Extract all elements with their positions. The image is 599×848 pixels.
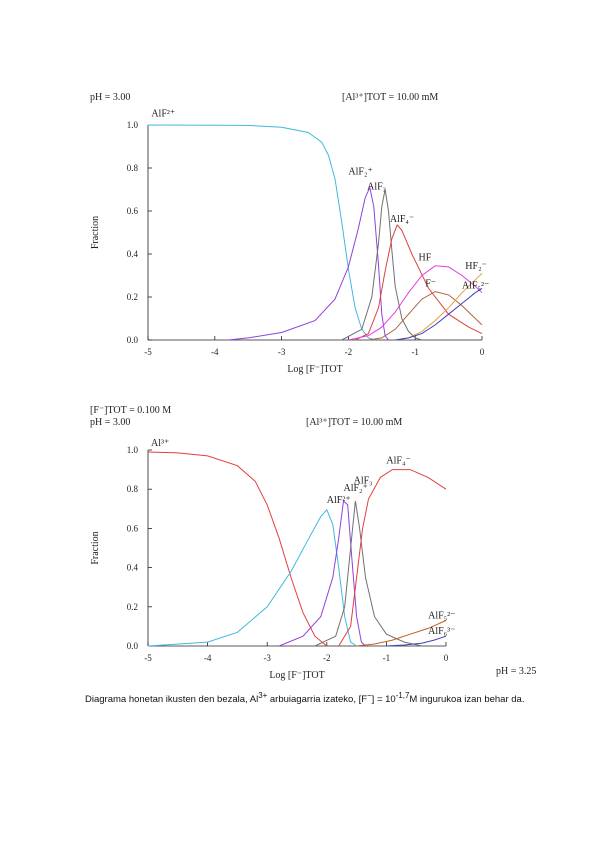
chart1-x-tick-label: -3 <box>278 347 286 357</box>
chart1-series-line-8 <box>395 287 483 341</box>
chart2-x-tick-label: 0 <box>444 653 449 663</box>
caption-text-mid2: ] = 10 <box>371 694 396 706</box>
chart2-x-tick-label: -2 <box>323 653 331 663</box>
caption-sup-2: − <box>367 691 372 700</box>
chart1-series-label-7: HF₂⁻ <box>465 261 487 272</box>
chart1-y-tick-label: 0.2 <box>127 292 138 302</box>
chart2-x-tick-label: -4 <box>204 653 212 663</box>
chart1-series-line-5 <box>348 265 483 341</box>
chart1-series-label-8: AlF₅²⁻ <box>462 280 489 291</box>
chart1-x-tick-label: -1 <box>411 347 419 357</box>
chart1-series-line-1 <box>147 124 376 341</box>
chart2-series-line-5 <box>338 469 447 647</box>
chart2-series-label-7: AlF₆³⁻ <box>428 626 455 637</box>
chart1-series-line-3 <box>341 189 423 341</box>
chart2-x-axis-label: Log [F⁻]TOT <box>269 670 324 681</box>
chart1-series-label-3: AlF₃ <box>367 182 386 193</box>
chart1-y-axis-label: Fraction <box>90 216 101 249</box>
chart2-series-line-2 <box>147 508 357 647</box>
chart2-series-label-5: AlF₄⁻ <box>386 456 410 467</box>
chart2-corner-note: pH = 3.25 <box>496 666 536 677</box>
chart2-series-line-7 <box>386 635 447 647</box>
chart2-series-label-4: AlF₃ <box>354 475 373 486</box>
caption-text-after: M ingurukoa izan behar da. <box>409 694 525 706</box>
chart2-x-tick-label: -5 <box>144 653 152 663</box>
chart2-y-tick-label: 1.0 <box>127 445 139 455</box>
chart1-series-line-4 <box>354 224 483 341</box>
chart1-series-line-6 <box>368 291 483 341</box>
chart2-y-tick-label: 0.2 <box>127 602 138 612</box>
chart2-series-line-3 <box>278 499 366 647</box>
chart2-y-axis-label: Fraction <box>90 531 101 564</box>
chart2-series-line-6 <box>356 620 447 647</box>
chart2-x-tick-label: -3 <box>263 653 271 663</box>
chart2-y-tick-label: 0.4 <box>127 563 139 573</box>
chart2-series-label-1: Al³⁺ <box>151 438 169 449</box>
chart1-series-label-4: AlF₄⁻ <box>390 214 414 225</box>
caption-text-mid: arbuiagarria izateko, [F <box>267 694 368 706</box>
chart2-series-label-2: AlF²⁺ <box>327 495 351 506</box>
chart1-y-tick-label: 0.0 <box>127 335 139 345</box>
chart2-x-tick-label: -1 <box>383 653 391 663</box>
chart1-x-axis-label: Log [F⁻]TOT <box>287 364 342 375</box>
chart1-series-label-5: HF <box>419 252 432 263</box>
chart2-header-extra: [F⁻]TOT = 0.100 M <box>90 405 171 416</box>
chart2-y-tick-label: 0.0 <box>127 641 139 651</box>
chart2-y-tick-label: 0.6 <box>127 523 139 533</box>
chart1-series-label-1: AlF²⁺ <box>151 108 175 119</box>
chart2-series-line-4 <box>314 500 423 647</box>
chart2-header-right: [Al³⁺]TOT = 10.00 mM <box>306 417 402 428</box>
chart2-series-label-3: AlF₂⁺ <box>343 483 367 494</box>
chart1-header-left: pH = 3.00 <box>90 92 130 103</box>
caption-sup-1: 3+ <box>258 691 268 700</box>
chart1-y-tick-label: 0.6 <box>127 206 139 216</box>
chart1-y-tick-label: 0.8 <box>127 163 139 173</box>
chart2-header-left: pH = 3.00 <box>90 417 130 428</box>
chart1-series-label-6: F⁻ <box>425 278 436 289</box>
chart1-header-right: [Al³⁺]TOT = 10.00 mM <box>342 92 438 103</box>
chart1-y-tick-label: 0.4 <box>127 249 139 259</box>
chart2-series-label-6: AlF₅²⁻ <box>428 611 455 622</box>
chart2-series-line-1 <box>147 451 328 647</box>
chart1-series-label-2: AlF₂⁺ <box>348 166 372 177</box>
chart1-x-tick-label: -4 <box>211 347 219 357</box>
chart1-x-tick-label: -2 <box>345 347 353 357</box>
chart1-x-tick-label: 0 <box>480 347 485 357</box>
caption-sup-3: -1,7 <box>395 691 410 700</box>
caption-text-before: Diagrama honetan ikusten den bezala, Al <box>85 694 259 706</box>
chart1-series-line-2 <box>228 185 389 341</box>
caption: Diagrama honetan ikusten den bezala, Al3… <box>85 688 525 708</box>
chart2-y-tick-label: 0.8 <box>127 484 139 494</box>
chart1-y-tick-label: 1.0 <box>127 120 139 130</box>
chart1-x-tick-label: -5 <box>144 347 152 357</box>
